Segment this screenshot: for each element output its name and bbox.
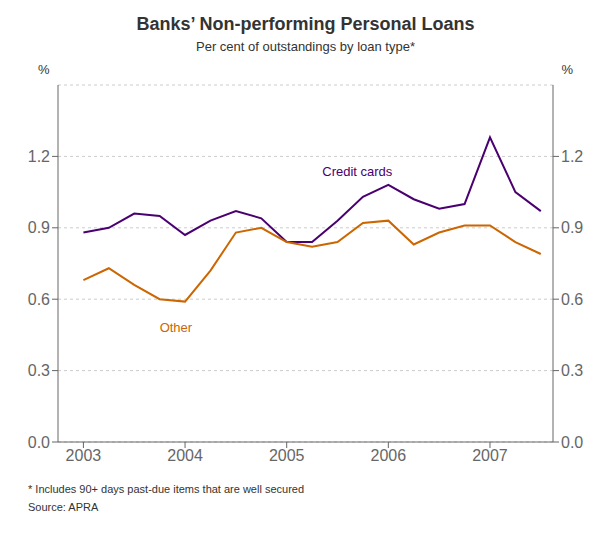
svg-text:Credit cards: Credit cards (322, 164, 393, 179)
html-text:* Includes 90+ days past-due i: * Includes 90+ days past-due items that … (28, 483, 305, 495)
svg-text:0.9: 0.9 (28, 219, 50, 236)
html-text:Source: APRA: Source: APRA (28, 501, 99, 513)
svg-text:2007: 2007 (472, 447, 508, 464)
svg-text:Other: Other (160, 320, 193, 335)
svg-text:2004: 2004 (167, 447, 203, 464)
svg-text:0.0: 0.0 (28, 434, 50, 451)
svg-text:0.0: 0.0 (561, 434, 583, 451)
svg-text:2005: 2005 (269, 447, 305, 464)
html-text:Banks’ Non-performing Personal: Banks’ Non-performing Personal Loans (136, 14, 475, 34)
html-text:Per cent of outstandings by lo: Per cent of outstandings by loan type* (196, 39, 415, 54)
svg-text:0.9: 0.9 (561, 219, 583, 236)
svg-text:0.6: 0.6 (28, 291, 50, 308)
svg-text:2003: 2003 (66, 447, 102, 464)
svg-text:2006: 2006 (371, 447, 407, 464)
svg-text:0.3: 0.3 (28, 362, 50, 379)
svg-text:0.3: 0.3 (561, 362, 583, 379)
svg-text:0.6: 0.6 (561, 291, 583, 308)
svg-text:1.2: 1.2 (561, 148, 583, 165)
svg-text:1.2: 1.2 (28, 148, 50, 165)
